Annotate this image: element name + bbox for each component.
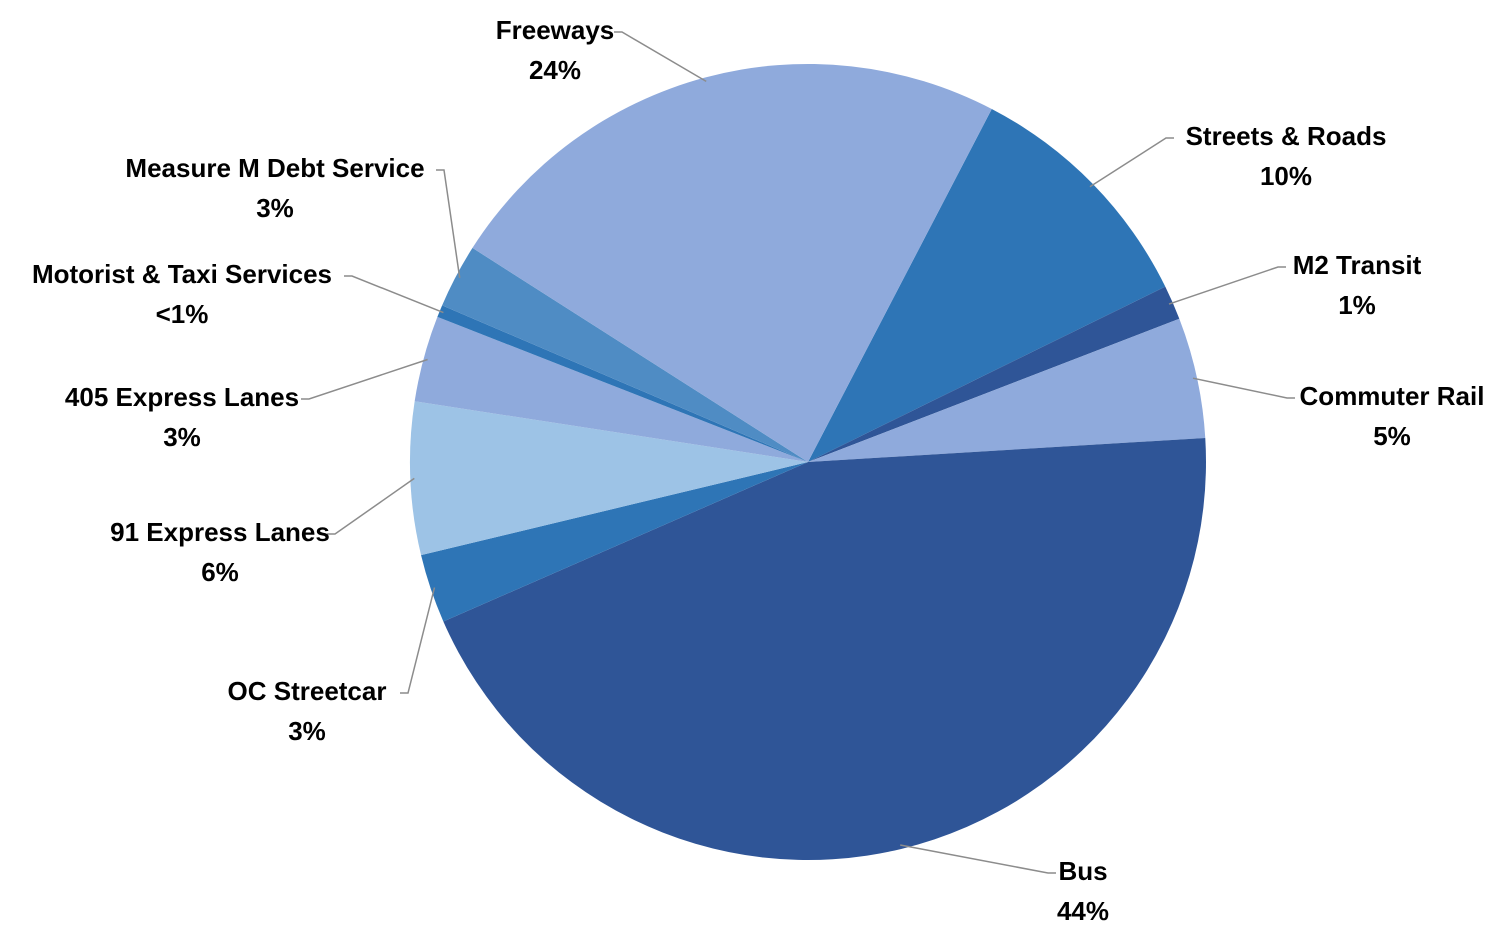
pie-slice-91-express-lanes <box>409 401 808 556</box>
slice-value-label-streets-roads: 10% <box>1260 161 1312 191</box>
slice-value-label-91-express-lanes: 6% <box>201 557 239 587</box>
slice-label-streets-roads: Streets & Roads <box>1186 121 1387 151</box>
slice-value-label-405-express-lanes: 3% <box>163 422 201 452</box>
pie-slice-measure-m-debt-service <box>442 247 808 462</box>
pie-slice-streets-roads <box>808 108 1166 462</box>
leader-line-oc-streetcar <box>400 587 436 694</box>
slice-label-m2-transit: M2 Transit <box>1293 250 1422 280</box>
slice-label-freeways: Freeways <box>496 15 615 45</box>
leader-line-streets-roads <box>1089 137 1174 188</box>
leader-lines-layer <box>301 31 1295 874</box>
slice-value-label-m2-transit: 1% <box>1338 290 1376 320</box>
pie-slice-commuter-rail <box>808 318 1206 462</box>
leader-line-freeways <box>614 31 707 83</box>
slice-label-oc-streetcar: OC Streetcar <box>228 676 387 706</box>
slice-label-measure-m-debt-service: Measure M Debt Service <box>125 153 424 183</box>
labels-layer: Streets & Roads 10% M2 Transit 1% Commuter R… <box>32 15 1485 926</box>
slice-value-label-bus: 44% <box>1057 896 1109 922</box>
pie-slice-405-express-lanes <box>414 316 808 462</box>
slice-label-bus: Bus <box>1058 856 1107 886</box>
slice-value-label-motorist-taxi-services: <1% <box>156 299 209 329</box>
slice-value-label-oc-streetcar: 3% <box>288 716 326 746</box>
slice-value-label-commuter-rail: 5% <box>1373 421 1411 451</box>
leader-line-commuter-rail <box>1192 377 1295 399</box>
pie-slice-freeways <box>472 63 992 462</box>
slices-layer <box>409 63 1206 861</box>
leader-line-91-express-lanes <box>327 477 415 535</box>
leader-line-motorist-taxi-services <box>344 275 444 314</box>
leader-line-405-express-lanes <box>301 358 428 400</box>
slice-label-commuter-rail: Commuter Rail <box>1300 381 1485 411</box>
slice-label-405-express-lanes: 405 Express Lanes <box>65 382 299 412</box>
leader-line-bus <box>900 844 1056 874</box>
leader-line-m2-transit <box>1168 266 1286 305</box>
leader-line-measure-m-debt-service <box>436 169 461 279</box>
slice-value-label-freeways: 24% <box>529 55 581 85</box>
pie-slice-bus <box>443 437 1206 861</box>
slice-value-label-measure-m-debt-service: 3% <box>256 193 294 223</box>
pie-slice-oc-streetcar <box>421 462 808 622</box>
slice-label-motorist-taxi-services: Motorist & Taxi Services <box>32 259 332 289</box>
pie-slice-motorist-taxi-services <box>437 305 808 462</box>
pie-slice-m2-transit <box>808 286 1180 462</box>
slice-label-91-express-lanes: 91 Express Lanes <box>110 517 330 547</box>
